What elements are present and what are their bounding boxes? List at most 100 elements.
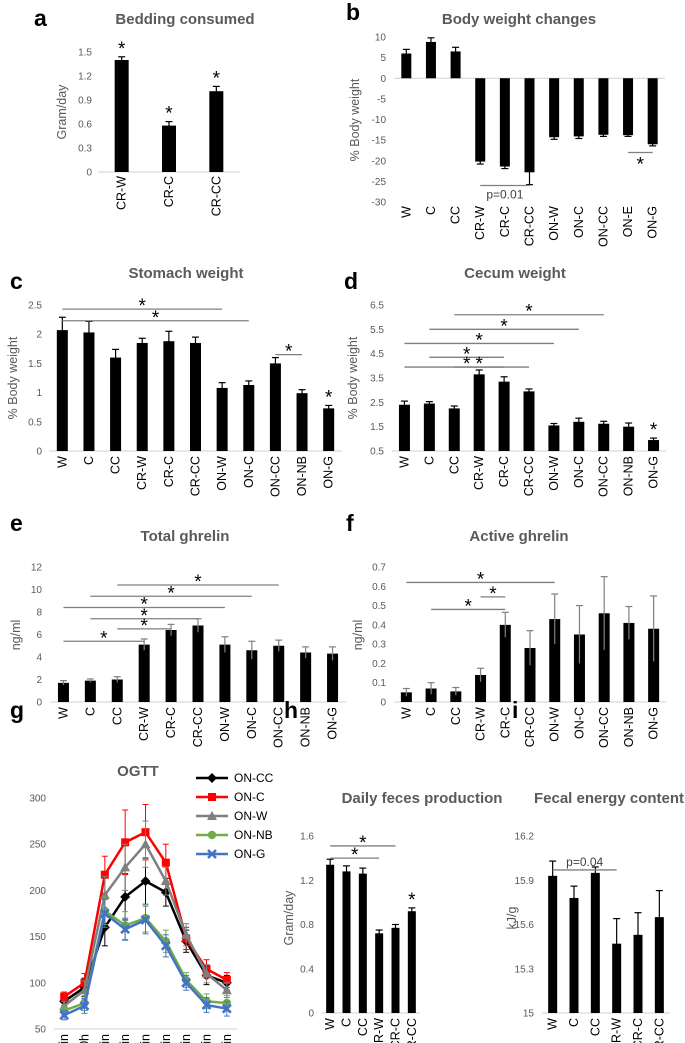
x-tick-label: 120min	[200, 1034, 214, 1043]
y-tick-label: 3.5	[370, 374, 384, 385]
bar-CR-CC	[524, 648, 536, 702]
y-tick-label: 100	[29, 978, 46, 989]
x-tick-label: 150min	[220, 1034, 234, 1043]
y-tick-label: 6	[36, 630, 42, 641]
significance-star: *	[139, 296, 147, 317]
bar-CR-W	[475, 78, 486, 162]
data-point-ON-G	[140, 915, 151, 925]
x-tick-label: C	[82, 456, 96, 465]
bar-ON-CC	[273, 645, 285, 702]
bar-CR-C	[499, 78, 510, 167]
panel-letter-f: f	[346, 510, 354, 536]
y-tick-label: 0.5	[370, 447, 384, 458]
bar-W	[326, 864, 335, 1013]
data-point-ON-C	[60, 992, 69, 1001]
x-tick-label: CC	[356, 1018, 370, 1036]
bar-ON-C	[573, 634, 585, 702]
bar-ON-C	[573, 421, 585, 451]
y-tick-label: 0	[36, 447, 42, 458]
y-tick-label: 5.5	[370, 325, 384, 336]
y-tick-label: 0.5	[372, 601, 386, 612]
y-tick-label: 2.5	[28, 301, 42, 312]
bar-ON-CC	[269, 363, 281, 451]
y-tick-label: 0	[308, 1009, 314, 1020]
bar-ON-W	[219, 644, 231, 702]
x-tick-label: ON-C	[242, 456, 256, 488]
panel-letter-i: i	[512, 697, 518, 723]
legend-label: ON-CC	[234, 771, 274, 785]
chart-title-h: Daily feces production	[342, 790, 503, 807]
bar-ON-CC	[598, 423, 610, 451]
y-tick-label: 15.6	[515, 920, 535, 931]
y-tick-label: 10	[31, 585, 43, 596]
y-tick-label: 4	[36, 653, 42, 664]
significance-star: *	[463, 354, 471, 375]
x-tick-label: ON-W	[548, 707, 562, 742]
series-ON-W	[59, 820, 232, 1012]
bar-ON-E	[623, 78, 634, 136]
y-tick-label: 2	[36, 330, 42, 341]
significance-star: *	[475, 354, 483, 375]
x-tick-label: ON-CC	[597, 456, 611, 497]
y-tick-label: 0.7	[372, 563, 386, 574]
x-tick-label: 0h	[78, 1034, 92, 1043]
significance-star: *	[152, 308, 160, 329]
legend-marker-ON-G	[207, 849, 217, 859]
x-tick-label: CC	[110, 707, 124, 725]
bar-ON-C	[246, 650, 258, 702]
data-point-ON-W	[221, 985, 232, 995]
chart-title-g: OGTT	[117, 763, 159, 780]
x-tick-label: ON-CC	[597, 707, 611, 748]
x-tick-label: CR-CC	[209, 176, 223, 216]
x-tick-label: -30 min	[57, 1034, 71, 1043]
data-point-ON-G	[79, 1000, 90, 1011]
y-tick-label: -15	[372, 136, 387, 147]
bar-CR-W	[612, 943, 622, 1013]
x-tick-label: ON-CC	[268, 456, 282, 497]
panel-c: c Stomach weight 0 0.5 1 1.5 2 2.5 % Body weight…	[6, 265, 342, 497]
x-tick-label: C	[567, 1018, 581, 1027]
y-tick-label: 15	[523, 1009, 535, 1020]
x-tick-label: 15min	[98, 1034, 112, 1043]
data-point-ON-C	[121, 838, 130, 847]
y-tick-label: 0.3	[78, 144, 92, 155]
y-tick-label: -20	[372, 156, 387, 167]
significance-star: *	[408, 890, 416, 911]
bar-ON-NB	[296, 393, 308, 451]
bar-W	[548, 875, 558, 1013]
y-tick-label: 0.5	[28, 417, 42, 428]
bar-CC	[110, 357, 122, 451]
data-point-ON-W	[160, 876, 171, 886]
bar-ON-W	[549, 78, 560, 138]
x-tick-label: CC	[447, 456, 461, 474]
data-point-ON-G	[160, 940, 171, 951]
y-axis-label: ng/ml	[351, 620, 365, 651]
x-tick-label: CC	[109, 456, 123, 474]
x-tick-label: W	[546, 1018, 560, 1030]
x-tick-label: ON-G	[647, 707, 661, 740]
bar-CR-C	[163, 341, 175, 451]
data-point-ON-W	[181, 929, 192, 939]
x-tick-label: W	[399, 707, 413, 719]
data-point-ON-C	[161, 858, 170, 867]
y-tick-label: 50	[35, 1025, 47, 1036]
x-tick-label: ON-E	[621, 206, 635, 237]
data-point-ON-W	[120, 862, 131, 872]
chart-title-a: Bedding consumed	[115, 11, 254, 28]
panel-letter-c: c	[10, 268, 23, 294]
x-tick-label: CC	[449, 206, 463, 224]
x-tick-label: CR-CC	[189, 456, 203, 496]
x-tick-label: ON-NB	[299, 707, 313, 747]
x-tick-label: CR-C	[162, 176, 176, 207]
x-tick-label: ON-G	[322, 456, 336, 489]
bar-CR-CC	[407, 911, 416, 1013]
bar-W	[57, 682, 69, 702]
bar-CR-CC	[190, 342, 201, 451]
x-tick-label: CR-CC	[523, 707, 537, 747]
legend-marker-ON-CC	[207, 773, 217, 783]
x-tick-label: ON-G	[646, 206, 660, 239]
y-tick-label: 0.4	[300, 964, 314, 975]
x-tick-label: 60min	[159, 1034, 173, 1043]
y-tick-label: 1	[36, 388, 42, 399]
legend-label: ON-G	[234, 847, 265, 861]
